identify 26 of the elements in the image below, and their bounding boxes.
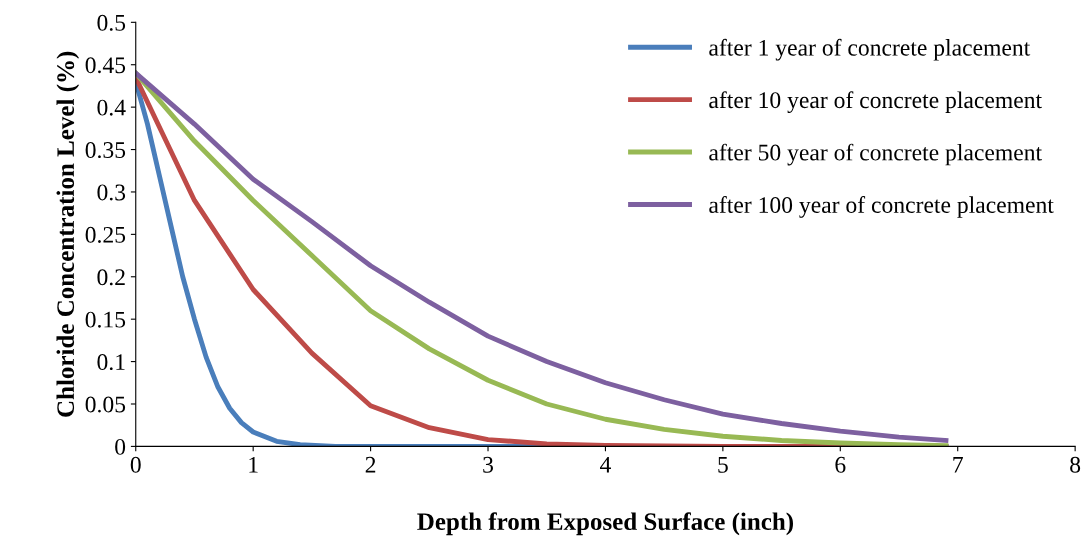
y-tick-label: 0.4 <box>97 99 126 116</box>
y-tick-label: 0 <box>115 438 126 455</box>
x-tick-label: 3 <box>483 456 493 473</box>
y-tick-label: 0.1 <box>97 354 125 371</box>
y-tick-label: 0.25 <box>85 226 126 243</box>
legend-label: after 1 year of concrete placement <box>709 38 1031 61</box>
y-tick-label: 0.3 <box>97 184 126 201</box>
y-tick-label: 0.15 <box>85 311 126 328</box>
x-tick-label: 8 <box>1070 456 1081 473</box>
y-tick-label: 0.35 <box>85 142 126 159</box>
legend-label: after 100 year of concrete placement <box>709 196 1054 218</box>
y-tick-label: 0.2 <box>97 269 125 286</box>
x-tick-label: 1 <box>249 456 258 473</box>
x-tick-label: 0 <box>130 456 141 473</box>
legend-label: after 50 year of concrete placement <box>709 143 1042 166</box>
x-axis-title: Depth from Exposed Surface (inch) <box>417 512 794 536</box>
x-tick-label: 6 <box>835 456 846 473</box>
y-axis-title: Chloride Concentration Level (%) <box>56 51 80 417</box>
y-tick-label: 0.5 <box>97 14 126 31</box>
x-tick-label: 4 <box>600 456 611 473</box>
y-tick-label: 0.45 <box>85 57 126 74</box>
x-tick-label: 5 <box>718 457 728 473</box>
legend-label: after 10 year of concrete placement <box>709 91 1042 113</box>
x-tick-label: 2 <box>365 456 376 473</box>
y-tick-label: 0.05 <box>85 396 126 413</box>
x-tick-label: 7 <box>953 457 963 473</box>
